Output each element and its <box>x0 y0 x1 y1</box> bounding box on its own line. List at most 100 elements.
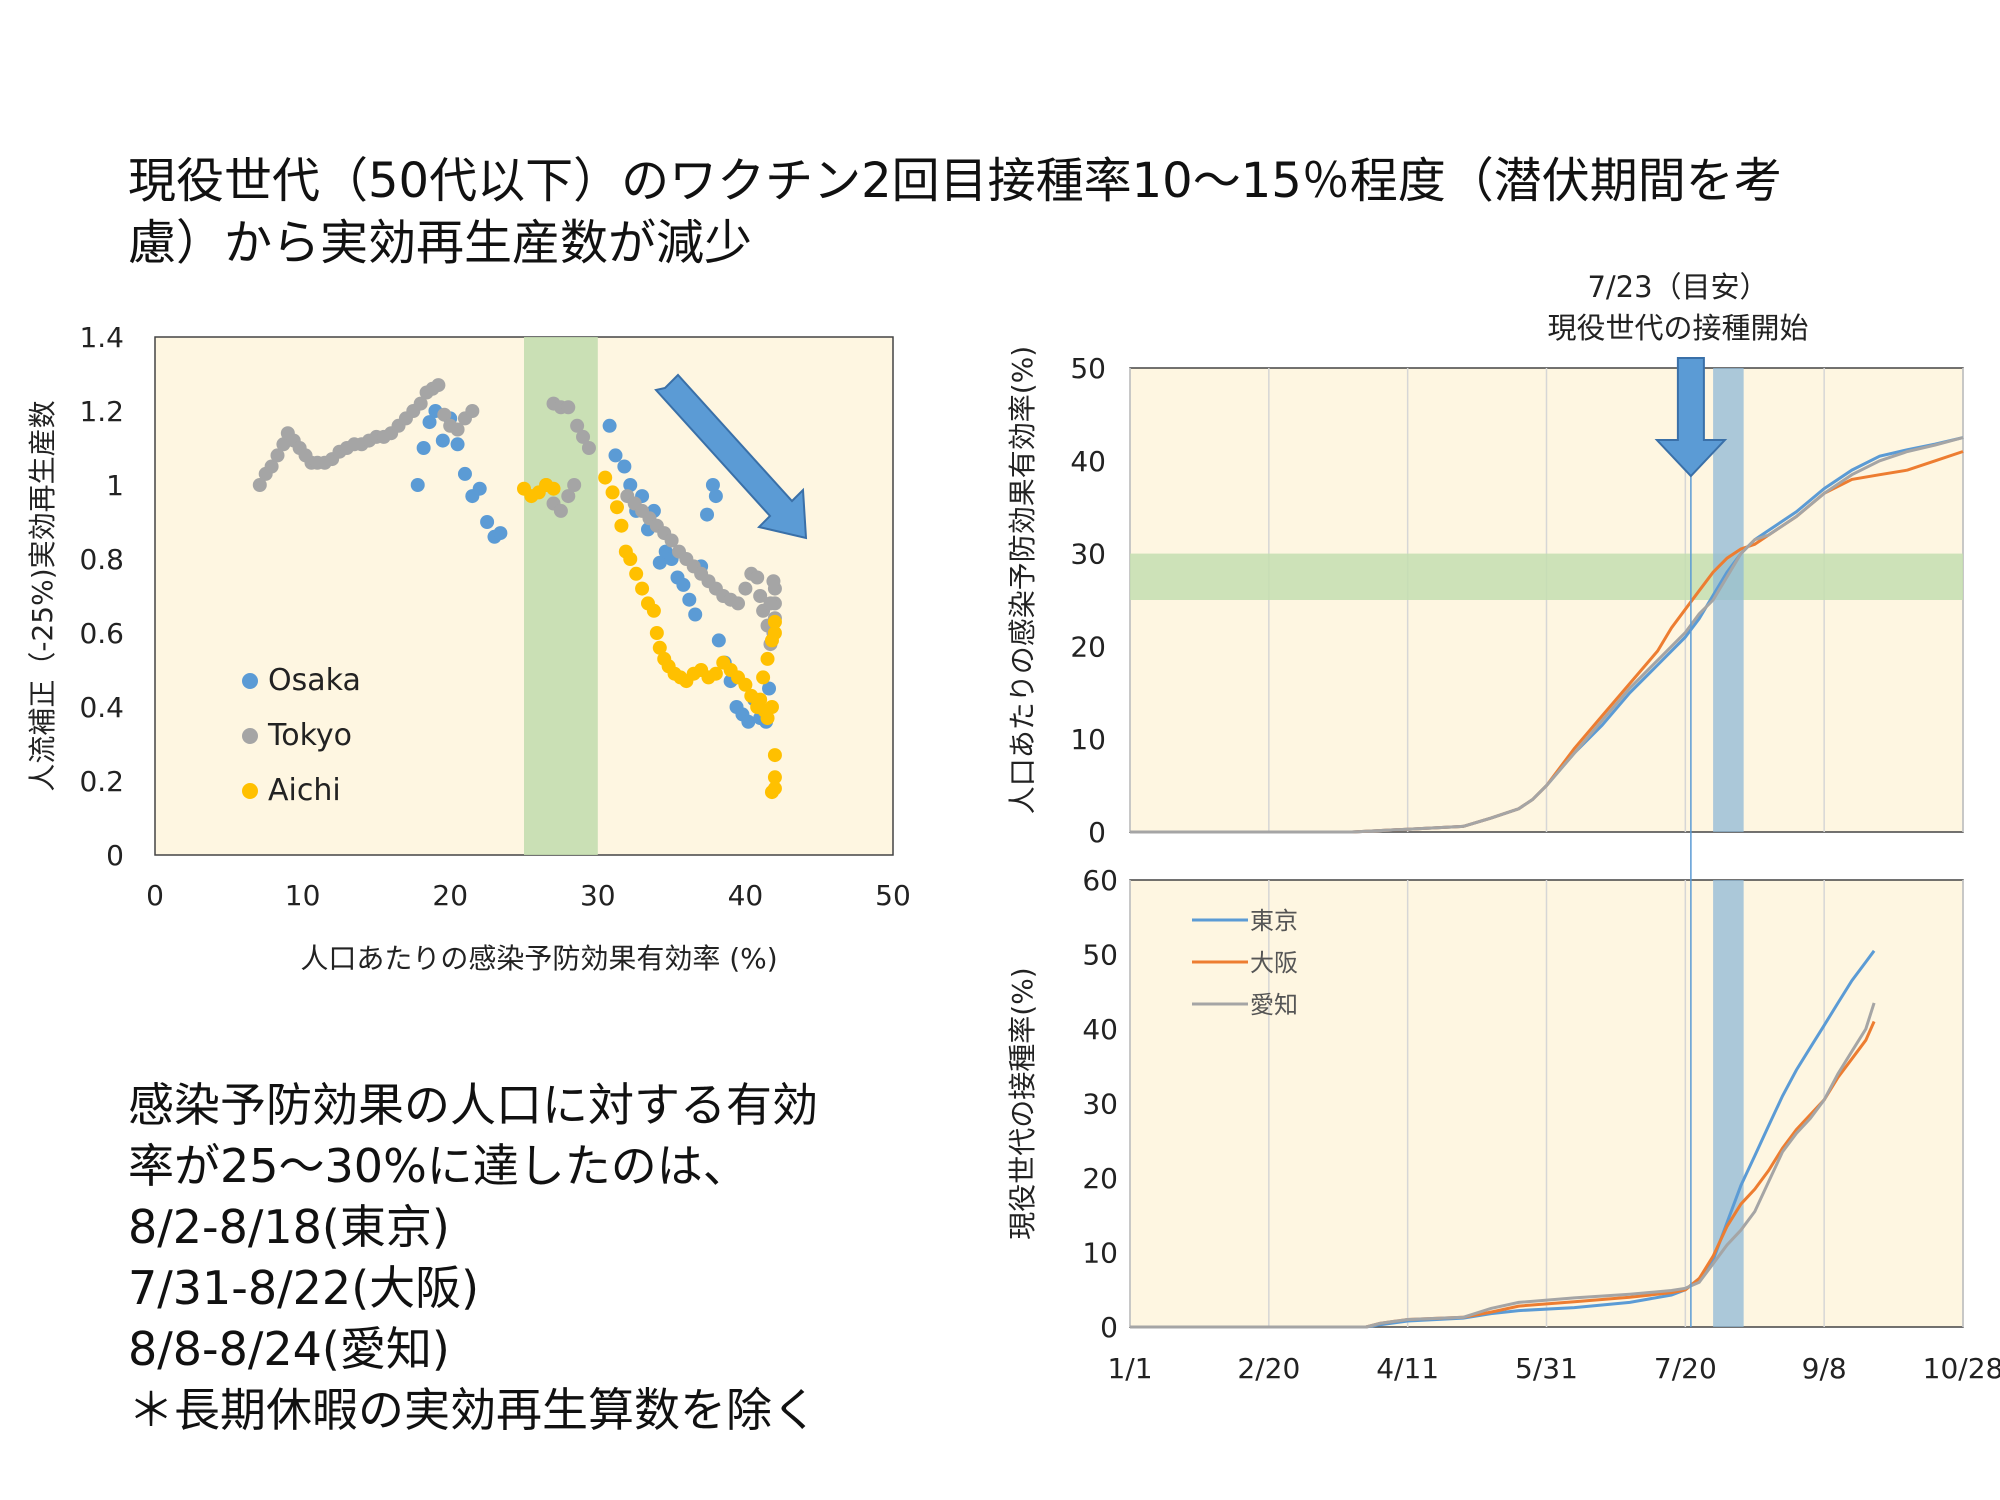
top-line-愛知 <box>1130 436 1964 834</box>
scatter-highlight-band <box>524 337 598 855</box>
note-line-2: 率が25～30%に達したのは、 <box>128 1139 749 1193</box>
scatter-point-osaka <box>688 607 703 622</box>
scatter-point-aichi <box>598 470 613 485</box>
title-line-2: 慮）から実効再生産数が減少 <box>128 215 753 271</box>
top-highlight-band-x <box>1713 368 1744 832</box>
marker-annotation-line-1: 7/23（目安） <box>1587 270 1768 304</box>
scatter-y-tick: 1 <box>106 469 124 502</box>
bottom-x-tick: 4/11 <box>1376 1352 1439 1385</box>
scatter-point-osaka <box>450 437 465 452</box>
scatter-point-tokyo <box>437 407 452 422</box>
scatter-point-aichi <box>623 552 638 566</box>
bottom-legend-label-東京: 東京 <box>1250 907 1298 935</box>
bottom-y-tick: 30 <box>1082 1088 1118 1121</box>
scatter-point-tokyo <box>738 581 753 596</box>
scatter-point-tokyo <box>264 459 279 474</box>
scatter-point-aichi <box>546 481 561 496</box>
scatter-point-aichi <box>652 640 667 655</box>
bottom-x-tick: 1/1 <box>1107 1352 1152 1385</box>
scatter-point-tokyo <box>567 478 582 492</box>
title-line-1: 現役世代（50代以下）のワクチン2回目接種率10～15％程度（潜伏期間を考 <box>128 153 1782 209</box>
scatter-point-tokyo <box>270 448 285 463</box>
scatter-x-tick: 40 <box>728 879 764 912</box>
scatter-point-osaka <box>676 577 691 592</box>
scatter-point-aichi <box>605 485 620 500</box>
bottom-y-tick: 40 <box>1082 1013 1118 1046</box>
scatter-x-tick: 10 <box>285 879 321 912</box>
scatter-point-aichi <box>753 692 768 707</box>
scatter-point-aichi <box>767 626 782 640</box>
top-y-tick: 30 <box>1070 538 1106 571</box>
scatter-point-osaka <box>416 441 431 455</box>
scatter-point-tokyo <box>465 404 480 418</box>
scatter-point-osaka <box>652 555 667 570</box>
scatter-point-osaka <box>762 681 777 696</box>
scatter-point-osaka <box>435 433 450 448</box>
scatter-point-tokyo <box>750 570 765 585</box>
bottom-y-tick: 10 <box>1082 1237 1118 1270</box>
scatter-y-tick: 0.4 <box>79 691 124 724</box>
scatter-point-osaka <box>608 448 623 463</box>
note-line-1: 感染予防効果の人口に対する有効 <box>128 1078 818 1132</box>
scatter-point-tokyo <box>553 503 568 518</box>
scatter-point-aichi <box>635 581 650 596</box>
scatter-y-tick: 1.2 <box>79 395 124 428</box>
legend-marker-aichi <box>242 783 258 799</box>
scatter-point-tokyo <box>581 441 596 455</box>
marker-down-arrow <box>1654 357 1728 478</box>
bottom-x-tick: 9/8 <box>1802 1352 1847 1385</box>
top-highlight-band-y <box>1130 553 1963 600</box>
note-text: 感染予防効果の人口に対する有効 率が25～30%に達したのは、 8/2-8/18… <box>128 1075 818 1441</box>
scatter-point-tokyo <box>252 478 267 492</box>
scatter-point-aichi <box>609 500 624 515</box>
bottom-legend-label-大阪: 大阪 <box>1250 949 1298 977</box>
legend-label-aichi: Aichi <box>268 773 341 808</box>
scatter-y-tick: 0.8 <box>79 543 124 576</box>
scatter-point-tokyo <box>753 589 768 603</box>
legend-label-osaka: Osaka <box>268 663 361 698</box>
top-y-label: 人口あたりの感染予防効果有効率(%) <box>1006 346 1039 814</box>
scatter-point-aichi <box>767 770 782 785</box>
slide-title: 現役世代（50代以下）のワクチン2回目接種率10～15％程度（潜伏期間を考 慮）… <box>128 150 1888 274</box>
scatter-y-tick: 0 <box>106 839 124 872</box>
scatter-point-osaka <box>700 507 715 522</box>
scatter-x-tick: 30 <box>580 879 616 912</box>
bottom-y-tick: 0 <box>1100 1311 1118 1344</box>
note-line-5: 8/8-8/24(愛知) <box>128 1322 450 1376</box>
scatter-point-osaka <box>617 459 632 474</box>
scatter-point-osaka <box>682 592 697 607</box>
scatter-point-aichi <box>738 677 753 692</box>
scatter-point-tokyo <box>570 418 585 433</box>
top-y-tick: 10 <box>1070 723 1106 756</box>
top-y-tick: 40 <box>1070 445 1106 478</box>
scatter-point-osaka <box>708 489 723 504</box>
scatter-point-aichi <box>708 666 723 681</box>
scatter-point-osaka <box>480 515 495 529</box>
scatter-x-tick: 20 <box>432 879 468 912</box>
scatter-x-tick: 0 <box>146 879 164 912</box>
scatter-point-aichi <box>646 603 661 618</box>
scatter-x-tick: 50 <box>875 879 911 912</box>
scatter-point-tokyo <box>561 489 576 504</box>
scatter-y-tick: 1.4 <box>79 321 124 354</box>
scatter-point-osaka <box>457 466 472 481</box>
scatter-point-osaka <box>422 415 437 430</box>
legend-marker-osaka <box>242 673 258 689</box>
scatter-point-tokyo <box>576 429 591 444</box>
bottom-y-label: 現役世代の接種率(%) <box>1006 967 1039 1239</box>
scatter-point-osaka <box>493 526 508 541</box>
legend-label-tokyo: Tokyo <box>267 718 352 753</box>
bottom-legend-label-愛知: 愛知 <box>1250 991 1298 1019</box>
scatter-point-aichi <box>629 566 644 581</box>
scatter-point-tokyo <box>413 396 428 411</box>
scatter-point-tokyo <box>450 422 465 437</box>
note-line-6: ＊長期休暇の実効再生算数を除く <box>128 1383 818 1437</box>
marker-annotation-line-2: 現役世代の接種開始 <box>1547 311 1808 345</box>
scatter-point-tokyo <box>731 596 746 611</box>
trend-arrow <box>654 373 808 540</box>
scatter-y-label: 人流補正（-25%)実効再生産数 <box>26 400 59 791</box>
scatter-point-aichi <box>764 785 779 800</box>
scatter-point-tokyo <box>766 574 781 589</box>
scatter-point-aichi <box>649 626 664 640</box>
